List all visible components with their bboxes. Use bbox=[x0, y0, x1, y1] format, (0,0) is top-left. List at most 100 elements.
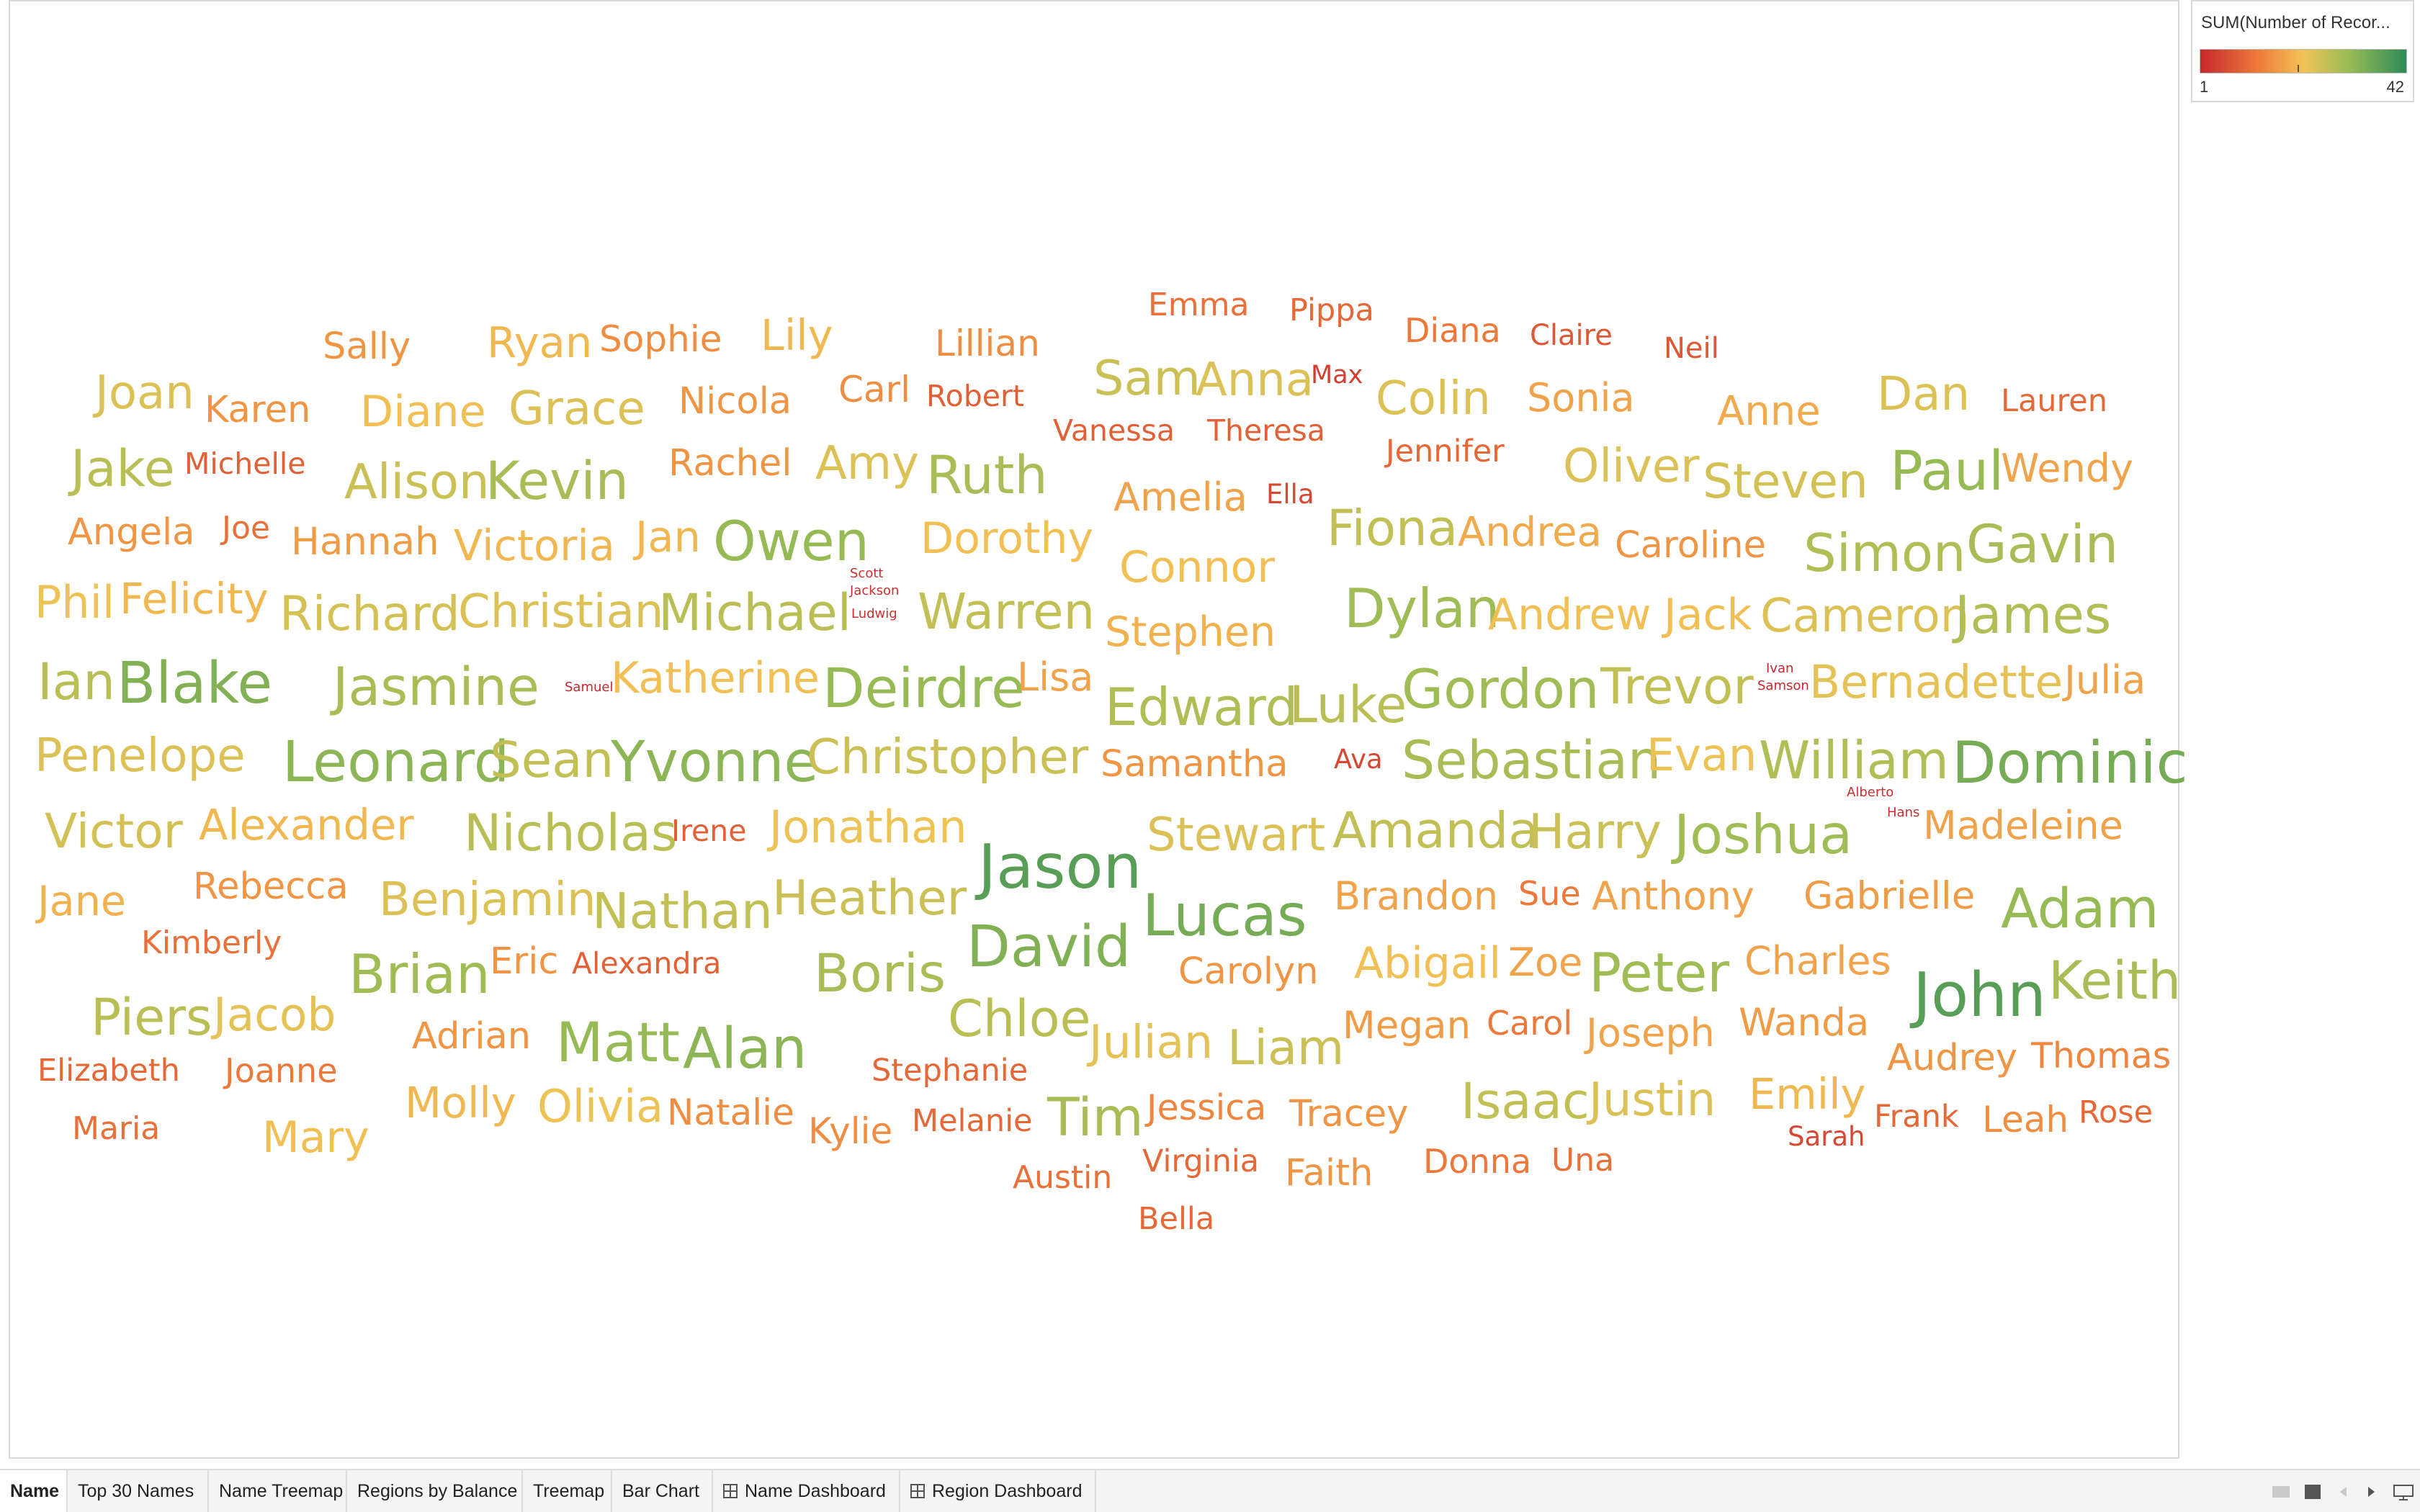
word-yvonne[interactable]: Yvonne bbox=[611, 730, 819, 795]
word-phil[interactable]: Phil bbox=[35, 576, 115, 629]
word-lucas[interactable]: Lucas bbox=[1142, 882, 1307, 949]
word-claire[interactable]: Claire bbox=[1530, 319, 1613, 352]
word-hans[interactable]: Hans bbox=[1887, 805, 1920, 820]
word-max[interactable]: Max bbox=[1311, 361, 1363, 390]
word-dylan[interactable]: Dylan bbox=[1344, 577, 1500, 640]
word-theresa[interactable]: Theresa bbox=[1207, 413, 1325, 448]
word-john[interactable]: John bbox=[1913, 960, 2046, 1031]
word-jennifer[interactable]: Jennifer bbox=[1386, 433, 1505, 469]
word-audrey[interactable]: Audrey bbox=[1887, 1037, 2017, 1079]
word-elizabeth[interactable]: Elizabeth bbox=[37, 1053, 180, 1089]
word-alison[interactable]: Alison bbox=[344, 454, 490, 510]
word-irene[interactable]: Irene bbox=[671, 814, 747, 848]
word-benjamin[interactable]: Benjamin bbox=[379, 873, 596, 927]
word-owen[interactable]: Owen bbox=[713, 509, 869, 573]
word-lillian[interactable]: Lillian bbox=[935, 323, 1040, 364]
word-brian[interactable]: Brian bbox=[349, 942, 490, 1006]
word-jasmine[interactable]: Jasmine bbox=[333, 657, 539, 718]
word-emily[interactable]: Emily bbox=[1749, 1069, 1866, 1119]
word-samantha[interactable]: Samantha bbox=[1101, 743, 1289, 786]
word-jason[interactable]: Jason bbox=[978, 832, 1142, 903]
word-alexander[interactable]: Alexander bbox=[199, 800, 414, 850]
word-cameron[interactable]: Cameron bbox=[1760, 590, 1970, 643]
word-angela[interactable]: Angela bbox=[68, 511, 195, 554]
word-caroline[interactable]: Caroline bbox=[1615, 524, 1766, 567]
word-scott[interactable]: Scott bbox=[850, 566, 884, 581]
tab-treemap[interactable]: Treemap bbox=[523, 1470, 612, 1512]
word-liam[interactable]: Liam bbox=[1227, 1020, 1345, 1076]
word-robert[interactable]: Robert bbox=[926, 379, 1024, 413]
word-joseph[interactable]: Joseph bbox=[1586, 1010, 1715, 1056]
tab-bar-chart[interactable]: Bar Chart bbox=[612, 1470, 713, 1512]
word-carolyn[interactable]: Carolyn bbox=[1178, 950, 1319, 993]
word-donna[interactable]: Donna bbox=[1423, 1142, 1532, 1181]
word-blake[interactable]: Blake bbox=[117, 650, 273, 716]
word-kevin[interactable]: Kevin bbox=[485, 451, 629, 512]
word-kylie[interactable]: Kylie bbox=[808, 1110, 893, 1152]
word-melanie[interactable]: Melanie bbox=[912, 1103, 1033, 1139]
word-stephanie[interactable]: Stephanie bbox=[871, 1053, 1028, 1089]
word-gordon[interactable]: Gordon bbox=[1402, 657, 1600, 721]
word-jacob[interactable]: Jacob bbox=[213, 989, 336, 1041]
word-virginia[interactable]: Virginia bbox=[1142, 1143, 1260, 1179]
word-wendy[interactable]: Wendy bbox=[2001, 446, 2133, 491]
word-jan[interactable]: Jan bbox=[635, 512, 701, 562]
color-legend[interactable]: SUM(Number of Recor... 1 42 bbox=[2191, 0, 2414, 102]
word-amelia[interactable]: Amelia bbox=[1113, 474, 1247, 520]
word-vanessa[interactable]: Vanessa bbox=[1053, 413, 1175, 448]
word-ruth[interactable]: Ruth bbox=[926, 445, 1048, 506]
word-olivia[interactable]: Olivia bbox=[537, 1080, 664, 1133]
word-ian[interactable]: Ian bbox=[37, 652, 115, 711]
word-molly[interactable]: Molly bbox=[405, 1078, 516, 1128]
word-madeleine[interactable]: Madeleine bbox=[1923, 803, 2123, 848]
word-emma[interactable]: Emma bbox=[1148, 287, 1250, 323]
word-faith[interactable]: Faith bbox=[1285, 1152, 1373, 1194]
word-rose[interactable]: Rose bbox=[2079, 1094, 2154, 1130]
word-austin[interactable]: Austin bbox=[1013, 1159, 1113, 1196]
word-ivan[interactable]: Ivan bbox=[1766, 661, 1794, 676]
word-victoria[interactable]: Victoria bbox=[454, 521, 615, 570]
word-joan[interactable]: Joan bbox=[95, 366, 194, 420]
tabs-view-icon[interactable] bbox=[2303, 1483, 2322, 1500]
word-abigail[interactable]: Abigail bbox=[1354, 938, 1501, 989]
word-gabrielle[interactable]: Gabrielle bbox=[1803, 874, 1976, 918]
word-warren[interactable]: Warren bbox=[918, 583, 1095, 641]
word-connor[interactable]: Connor bbox=[1119, 542, 1276, 593]
word-neil[interactable]: Neil bbox=[1664, 332, 1719, 365]
word-leonard[interactable]: Leonard bbox=[282, 730, 510, 795]
word-sam[interactable]: Sam bbox=[1093, 350, 1201, 406]
word-sebastian[interactable]: Sebastian bbox=[1402, 730, 1662, 791]
word-anthony[interactable]: Anthony bbox=[1592, 873, 1754, 919]
word-ryan[interactable]: Ryan bbox=[487, 318, 593, 367]
word-gavin[interactable]: Gavin bbox=[1966, 514, 2119, 575]
word-adam[interactable]: Adam bbox=[2001, 876, 2159, 940]
word-christopher[interactable]: Christopher bbox=[807, 729, 1089, 785]
word-hannah[interactable]: Hannah bbox=[291, 520, 439, 564]
word-julia[interactable]: Julia bbox=[2064, 657, 2146, 703]
tab-regions-by-balance[interactable]: Regions by Balance bbox=[347, 1470, 523, 1512]
word-ella[interactable]: Ella bbox=[1266, 479, 1314, 510]
word-amanda[interactable]: Amanda bbox=[1332, 802, 1539, 860]
next-sheet-icon[interactable] bbox=[2364, 1483, 2378, 1500]
word-sue[interactable]: Sue bbox=[1518, 874, 1581, 913]
word-jonathan[interactable]: Jonathan bbox=[769, 801, 967, 853]
word-william[interactable]: William bbox=[1759, 730, 1949, 791]
word-carol[interactable]: Carol bbox=[1487, 1004, 1573, 1043]
word-rachel[interactable]: Rachel bbox=[668, 442, 792, 485]
word-samuel[interactable]: Samuel bbox=[565, 680, 614, 695]
word-andrea[interactable]: Andrea bbox=[1458, 509, 1602, 556]
word-tim[interactable]: Tim bbox=[1047, 1087, 1144, 1148]
word-jake[interactable]: Jake bbox=[71, 439, 175, 498]
word-trevor[interactable]: Trevor bbox=[1600, 658, 1754, 716]
word-victor[interactable]: Victor bbox=[45, 804, 183, 859]
word-kimberly[interactable]: Kimberly bbox=[141, 924, 282, 961]
word-deirdre[interactable]: Deirdre bbox=[823, 656, 1025, 720]
word-joe[interactable]: Joe bbox=[222, 510, 270, 546]
word-andrew[interactable]: Andrew bbox=[1488, 590, 1652, 640]
word-penelope[interactable]: Penelope bbox=[35, 729, 246, 783]
word-james[interactable]: James bbox=[1955, 585, 2112, 645]
word-diane[interactable]: Diane bbox=[360, 387, 486, 437]
word-katherine[interactable]: Katherine bbox=[611, 653, 820, 703]
word-ludwig[interactable]: Ludwig bbox=[851, 606, 897, 621]
word-sarah[interactable]: Sarah bbox=[1788, 1121, 1865, 1152]
